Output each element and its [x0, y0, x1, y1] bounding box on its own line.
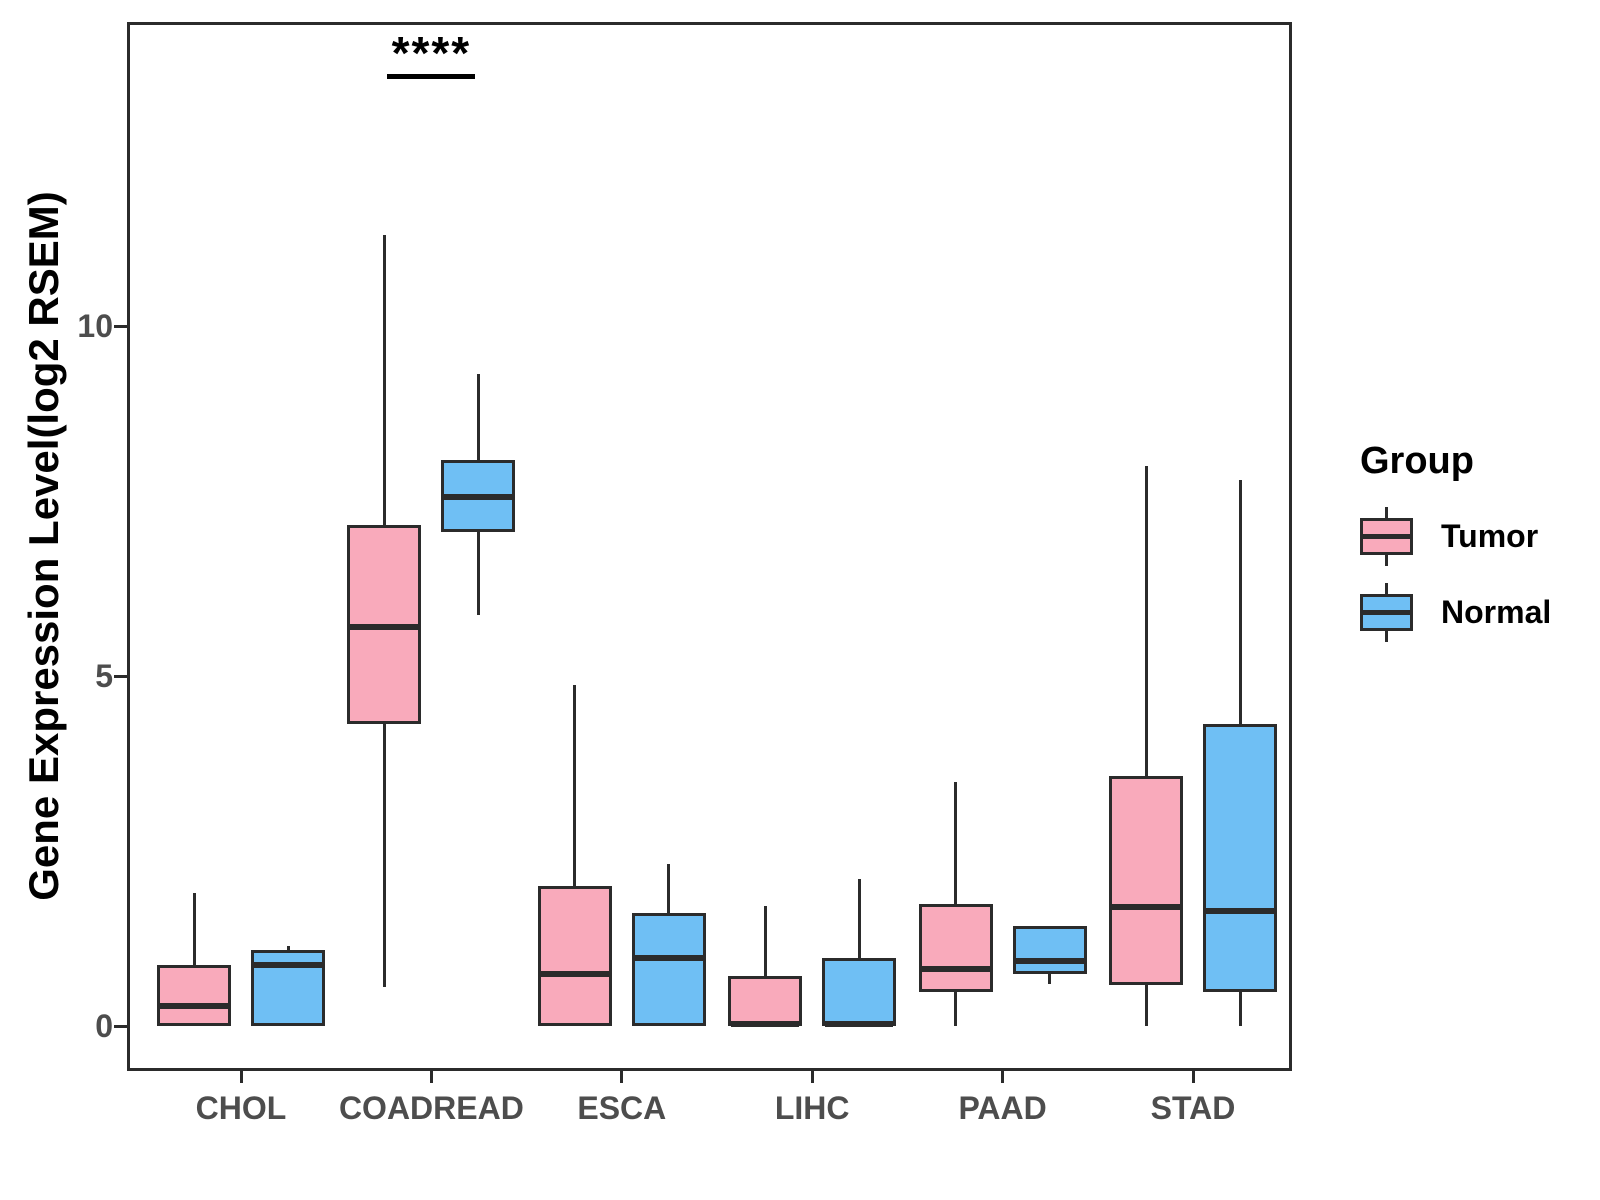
legend-key-normal-boxplot-icon [1360, 582, 1413, 642]
y-tick-label: 10 [77, 308, 113, 344]
legend: Group Tumor Normal [1330, 440, 1551, 657]
box-LIHC-normal [822, 958, 897, 1026]
y-tick-mark [114, 1024, 127, 1028]
upper-whisker-CHOL-tumor [192, 893, 196, 966]
median-COADREAD-tumor [350, 624, 419, 630]
plot-panel [127, 22, 1292, 1071]
x-tick-mark [620, 1071, 624, 1083]
legend-key-whisker [1385, 630, 1388, 642]
legend-entry-tumor: Tumor [1360, 505, 1551, 567]
x-tick-label-paad: PAAD [958, 1090, 1047, 1126]
legend-label-normal: Normal [1441, 593, 1552, 630]
box-ESCA-tumor [537, 886, 612, 1026]
upper-whisker-ESCA-tumor [573, 685, 577, 886]
box-PAAD-tumor [918, 904, 993, 992]
y-tick-label: 0 [95, 1008, 113, 1044]
legend-key-median [1363, 533, 1410, 539]
upper-whisker-COADREAD-normal [476, 373, 480, 460]
lower-whisker-STAD-tumor [1144, 984, 1148, 1026]
median-LIHC-normal [825, 1020, 894, 1027]
lower-whisker-PAAD-tumor [954, 991, 958, 1026]
median-CHOL-normal [254, 962, 322, 969]
y-tick-mark [114, 674, 127, 678]
legend-key-whisker [1385, 554, 1388, 566]
lower-whisker-COADREAD-tumor [382, 723, 386, 988]
box-STAD-normal [1203, 724, 1277, 993]
median-PAAD-tumor [921, 965, 990, 972]
median-LIHC-tumor [731, 1020, 800, 1027]
y-tick-label: 5 [95, 658, 113, 694]
upper-whisker-LIHC-tumor [763, 905, 767, 977]
legend-entry-normal: Normal [1360, 581, 1551, 643]
lower-whisker-STAD-normal [1238, 992, 1242, 1026]
significance-line [387, 74, 476, 79]
median-ESCA-tumor [540, 971, 609, 978]
y-tick-mark [114, 324, 127, 328]
x-tick-label-chol: CHOL [195, 1090, 287, 1126]
significance-stars: **** [391, 27, 472, 79]
upper-whisker-STAD-tumor [1144, 466, 1148, 777]
median-COADREAD-normal [444, 493, 513, 500]
lower-whisker-PAAD-normal [1048, 974, 1052, 984]
upper-whisker-LIHC-normal [857, 879, 861, 959]
upper-whisker-CHOL-normal [286, 945, 290, 950]
median-CHOL-tumor [160, 1003, 228, 1010]
upper-whisker-ESCA-normal [667, 863, 671, 914]
median-STAD-normal [1206, 907, 1274, 914]
legend-key-tumor-boxplot-icon [1360, 506, 1413, 566]
legend-key-median [1363, 609, 1410, 615]
median-STAD-tumor [1112, 904, 1180, 910]
box-CHOL-tumor [157, 965, 231, 1026]
x-tick-label-stad: STAD [1150, 1090, 1236, 1126]
upper-whisker-STAD-normal [1238, 480, 1242, 725]
legend-key-whisker [1385, 506, 1388, 518]
legend-key-whisker [1385, 582, 1388, 594]
box-ESCA-normal [631, 913, 706, 1026]
upper-whisker-PAAD-tumor [954, 781, 958, 905]
x-tick-mark [1191, 1071, 1195, 1083]
median-ESCA-normal [634, 955, 703, 962]
legend-title: Group [1360, 440, 1474, 482]
x-tick-mark [810, 1071, 814, 1083]
x-tick-mark [1001, 1071, 1005, 1083]
x-tick-mark [239, 1071, 243, 1083]
box-LIHC-tumor [728, 976, 803, 1026]
lower-whisker-COADREAD-normal [476, 531, 480, 616]
y-axis-title: Gene Expression Level(log2 RSEM) [20, 191, 67, 901]
upper-whisker-COADREAD-tumor [382, 235, 386, 525]
x-tick-label-coadread: COADREAD [338, 1090, 524, 1126]
box-STAD-tumor [1109, 776, 1183, 985]
x-tick-label-lihc: LIHC [774, 1090, 850, 1126]
legend-label-tumor: Tumor [1441, 517, 1539, 554]
x-tick-mark [429, 1071, 433, 1083]
median-PAAD-normal [1015, 957, 1084, 964]
box-PAAD-normal [1012, 925, 1087, 975]
x-tick-label-esca: ESCA [577, 1090, 667, 1126]
legend-entries: Tumor Normal [1330, 505, 1551, 643]
